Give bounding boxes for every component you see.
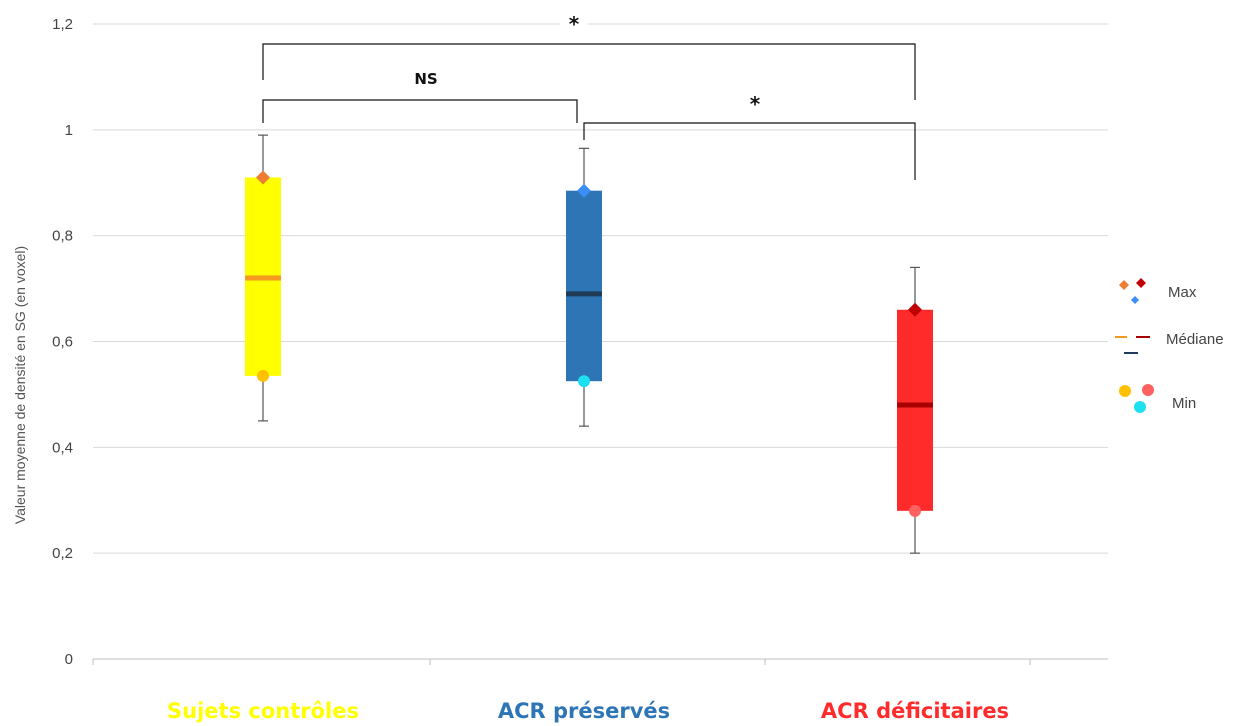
legend-min-marker <box>1142 384 1154 396</box>
label-mask <box>560 15 588 39</box>
legend-max-marker <box>1119 280 1129 290</box>
y-tick-label: 0,2 <box>52 545 73 562</box>
y-tick-label: 1,2 <box>52 16 73 33</box>
y-tick-label: 0,6 <box>52 334 73 351</box>
legend-min-marker <box>1119 385 1131 397</box>
legend-min-marker <box>1134 401 1146 413</box>
legend-label: Max <box>1168 284 1197 301</box>
max-marker <box>577 183 591 198</box>
box-group <box>566 147 602 427</box>
max-marker <box>256 170 270 185</box>
y-tick-label: 0,8 <box>52 228 73 245</box>
box-group <box>897 266 933 554</box>
legend-label: Min <box>1172 395 1196 412</box>
significance-brackets: NS * * <box>262 12 916 180</box>
min-marker <box>578 375 590 388</box>
legend: Max Médiane Min <box>1115 278 1224 413</box>
y-axis-ticks: 0 0,2 0,4 0,6 0,8 1 1,2 <box>52 16 73 668</box>
y-tick-label: 1 <box>65 122 73 139</box>
label-mask <box>741 95 769 119</box>
max-marker <box>908 302 922 317</box>
min-marker <box>909 504 921 517</box>
y-tick-label: 0,4 <box>52 439 73 456</box>
significance-label: * <box>569 12 580 36</box>
significance-bracket <box>583 122 916 180</box>
significance-bracket <box>262 43 916 100</box>
legend-max-marker <box>1131 296 1139 304</box>
y-axis-label: Valeur moyenne de densité en SG (en voxe… <box>12 246 28 524</box>
min-marker <box>257 369 269 382</box>
category-label: ACR déficitaires <box>821 699 1009 723</box>
box <box>566 190 602 382</box>
significance-label: NS <box>414 70 437 88</box>
box <box>897 309 933 511</box>
category-label: ACR préservés <box>498 699 670 723</box>
significance-bracket <box>262 99 578 123</box>
significance-label: * <box>750 92 761 116</box>
legend-label: Médiane <box>1166 331 1224 348</box>
category-labels: Sujets contrôles ACR préservés ACR déficit… <box>167 699 1009 723</box>
y-tick-label: 0 <box>65 651 73 668</box>
category-label: Sujets contrôles <box>167 699 359 723</box>
box-series <box>245 134 933 554</box>
legend-max-marker <box>1136 278 1146 288</box>
box-group <box>245 134 281 422</box>
